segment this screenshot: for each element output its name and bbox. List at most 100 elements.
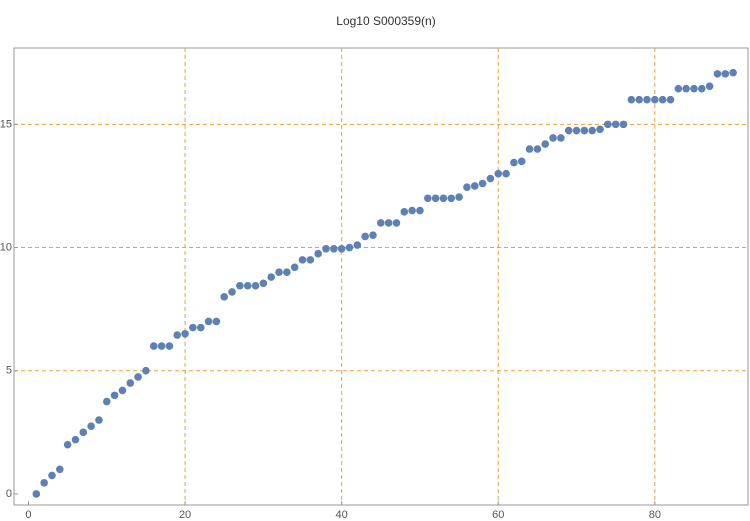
point [369, 231, 377, 240]
point [353, 241, 362, 249]
point [181, 329, 189, 338]
point [439, 194, 448, 203]
point [306, 256, 315, 264]
point [643, 95, 651, 104]
x-tick-label: 60 [492, 509, 504, 521]
point [674, 84, 683, 93]
point [79, 428, 88, 437]
point [588, 126, 596, 135]
point [705, 82, 714, 90]
point [572, 126, 581, 135]
x-tick-label: 20 [179, 509, 191, 521]
point [118, 386, 127, 395]
point [87, 422, 95, 430]
point [384, 219, 393, 227]
point [212, 317, 221, 326]
point [604, 120, 612, 129]
point [729, 68, 737, 77]
point [267, 273, 275, 281]
point [635, 95, 643, 104]
point [470, 182, 479, 190]
point [259, 279, 268, 288]
x-tick-label: 0 [25, 509, 31, 521]
point [298, 256, 307, 264]
point [48, 471, 56, 480]
point [314, 249, 322, 258]
point [698, 84, 706, 93]
point [564, 126, 573, 135]
point [95, 416, 103, 424]
point [40, 479, 48, 487]
point [580, 126, 589, 135]
y-tick-label: 5 [6, 365, 12, 377]
plot-frame [13, 47, 749, 506]
point [377, 219, 385, 227]
point [236, 281, 244, 290]
point [110, 391, 119, 400]
point [290, 263, 299, 272]
y-tick-label: 10 [0, 241, 12, 253]
point [361, 232, 369, 241]
point [173, 331, 182, 339]
point [478, 179, 487, 188]
point [627, 95, 636, 104]
point [228, 288, 236, 296]
point [134, 373, 142, 381]
point [721, 70, 730, 78]
point [549, 134, 557, 142]
point [196, 323, 205, 332]
point [525, 145, 534, 153]
point [330, 244, 338, 253]
point [337, 244, 346, 253]
point [596, 125, 604, 134]
point [517, 157, 526, 166]
point [510, 158, 518, 167]
point [408, 206, 416, 215]
point [682, 84, 690, 93]
point [463, 183, 471, 191]
point [283, 268, 291, 276]
y-tick-label: 0 [6, 488, 12, 500]
point [220, 293, 229, 301]
point [102, 397, 111, 406]
point [126, 379, 135, 387]
point [447, 194, 456, 203]
point [494, 169, 503, 178]
point [142, 366, 150, 375]
point [149, 342, 158, 350]
point [243, 281, 252, 290]
point [275, 268, 283, 276]
point [345, 243, 354, 252]
point [533, 145, 542, 153]
x-tick-label: 40 [336, 509, 348, 521]
point [165, 342, 174, 350]
point [431, 194, 440, 203]
y-tick-label: 15 [0, 118, 12, 130]
point [400, 208, 409, 216]
point [658, 95, 667, 104]
point [416, 206, 424, 215]
point [322, 244, 330, 253]
point [423, 194, 432, 203]
point [71, 435, 80, 444]
x-tick-label: 80 [649, 509, 661, 521]
point [486, 174, 495, 183]
point [455, 193, 463, 201]
point [611, 120, 620, 129]
point [619, 120, 628, 129]
point [392, 219, 401, 227]
point [189, 323, 197, 332]
point [651, 95, 659, 104]
point [251, 281, 260, 290]
point [713, 70, 722, 78]
point [541, 140, 550, 148]
point [157, 342, 166, 350]
point [204, 317, 213, 326]
point [557, 134, 565, 142]
point [502, 169, 510, 178]
point [32, 490, 41, 498]
chart-title: Log10 S000359(n) [336, 14, 435, 28]
point [63, 440, 72, 449]
point [666, 95, 675, 104]
